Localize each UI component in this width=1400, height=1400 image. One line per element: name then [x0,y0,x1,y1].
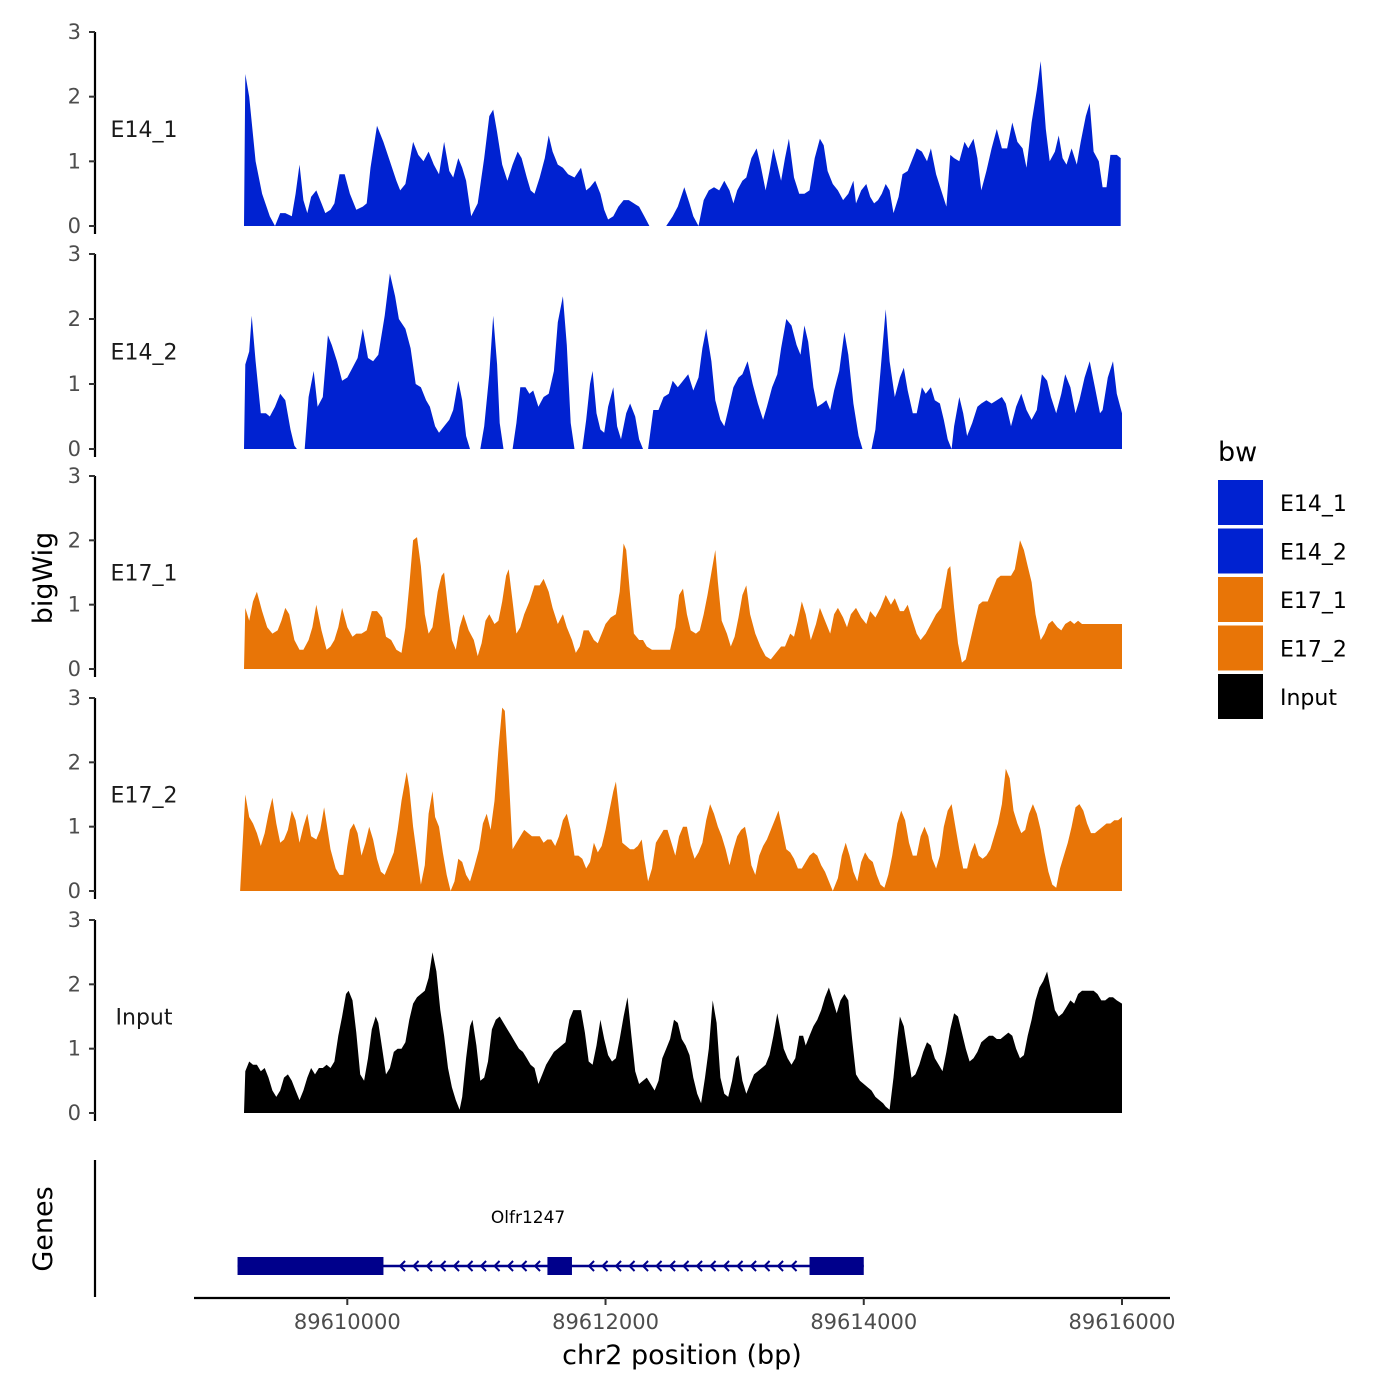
y-axis-title: bigWig [28,532,59,625]
legend-entry-E14_1: E14_1 [1218,480,1347,525]
y-tick-label: 2 [68,972,81,996]
strand-arrow [628,1260,636,1272]
legend-entry-E17_1: E17_1 [1218,577,1347,622]
strand-arrow [493,1260,501,1272]
track-label: Input [116,1006,173,1031]
y-tick-label: 0 [68,657,81,681]
track-label: E14_1 [111,118,178,143]
track-E17_1: 0 1 2 3 E17_1 [68,464,1122,681]
legend-swatch [1218,674,1263,719]
strand-arrow [695,1260,703,1272]
strand-arrow [614,1260,622,1272]
y-tick-label: 1 [68,149,81,173]
x-tick-label: 89612000 [552,1310,659,1334]
y-tick-label: 0 [68,1101,81,1125]
gene-exon [547,1257,572,1275]
bigwig-tracks: 0 1 2 3 E14_1 0 1 2 3 E14_2 0 1 2 3 E17_1 0 1 2 3 E17_2 0 1 2 3… [68,20,1123,1125]
y-tick-label: 0 [68,214,81,238]
area-E14_1 [244,61,1121,226]
area-E17_1 [244,537,1122,669]
strand-arrow [466,1260,474,1272]
y-tick-label: 1 [68,1037,81,1061]
x-tick-label: 89614000 [810,1310,917,1334]
area-Input [244,952,1122,1113]
legend-entry-E14_2: E14_2 [1218,528,1347,574]
y-tick-label: 2 [68,528,81,552]
legend-entry-Input: Input [1218,674,1337,719]
legend-entry-E17_2: E17_2 [1218,625,1347,671]
gene-Olfr1247: Olfr1247 [237,1208,864,1275]
y-tick-label: 2 [68,750,81,774]
strand-arrow [425,1260,433,1272]
legend-title: bw [1218,437,1257,468]
gene-exon [237,1257,384,1275]
y-tick-label: 3 [68,686,81,710]
y-tick-label: 3 [68,242,81,266]
legend-label: E14_1 [1280,492,1347,517]
strand-arrow [520,1260,528,1272]
x-tick-label: 89616000 [1069,1310,1176,1334]
strand-arrow [749,1260,757,1272]
y-tick-label: 2 [68,85,81,109]
y-tick-label: 0 [68,437,81,461]
strand-arrow [452,1260,460,1272]
y-tick-label: 0 [68,879,81,903]
strand-arrow [668,1260,676,1272]
y-tick-label: 3 [68,464,81,488]
strand-arrow [506,1260,514,1272]
legend-label: E17_1 [1280,589,1347,614]
gene-track-panel: Olfr1247 [93,1160,864,1297]
strand-arrow [655,1260,663,1272]
strand-arrow [736,1260,744,1272]
strand-arrow [439,1260,447,1272]
strand-arrow [587,1260,595,1272]
strand-arrow [763,1260,771,1272]
strand-arrow [601,1260,609,1272]
genes-track-title: Genes [28,1186,59,1271]
strand-arrow [398,1260,406,1272]
track-Input: 0 1 2 3 Input [68,908,1122,1125]
y-tick-label: 3 [68,20,81,44]
legend: bw E14_1 E14_2 E17_1 E17_2 Input [1218,437,1347,719]
track-label: E17_1 [111,562,178,587]
x-axis: 89610000 89612000 89614000 89616000 [194,1296,1176,1334]
track-label: E17_2 [111,784,178,809]
strand-arrow [790,1260,798,1272]
legend-swatch [1218,480,1263,525]
legend-swatch [1218,528,1263,574]
legend-swatch [1218,625,1263,671]
strand-arrow [709,1260,717,1272]
y-tick-label: 1 [68,372,81,396]
strand-arrow [776,1260,784,1272]
y-tick-label: 1 [68,593,81,617]
legend-label: E17_2 [1280,638,1347,663]
area-E14_2 [244,273,1122,449]
gene-name-label: Olfr1247 [491,1208,565,1228]
legend-swatch [1218,577,1263,622]
strand-arrow [682,1260,690,1272]
gene-exon [809,1257,864,1275]
track-label: E14_2 [111,341,178,366]
track-E17_2: 0 1 2 3 E17_2 [68,686,1123,903]
strand-arrow [412,1260,420,1272]
track-E14_2: 0 1 2 3 E14_2 [68,242,1122,461]
strand-arrow [722,1260,730,1272]
area-E17_2 [240,707,1123,891]
strand-arrow [479,1260,487,1272]
y-tick-label: 1 [68,815,81,839]
strand-arrow [641,1260,649,1272]
x-tick-label: 89610000 [294,1310,401,1334]
legend-label: E14_2 [1280,541,1347,566]
legend-label: Input [1280,686,1337,711]
y-tick-label: 2 [68,307,81,331]
y-tick-label: 3 [68,908,81,932]
x-axis-title: chr2 position (bp) [562,1340,802,1371]
track-E14_1: 0 1 2 3 E14_1 [68,20,1121,238]
strand-arrow [533,1260,541,1272]
